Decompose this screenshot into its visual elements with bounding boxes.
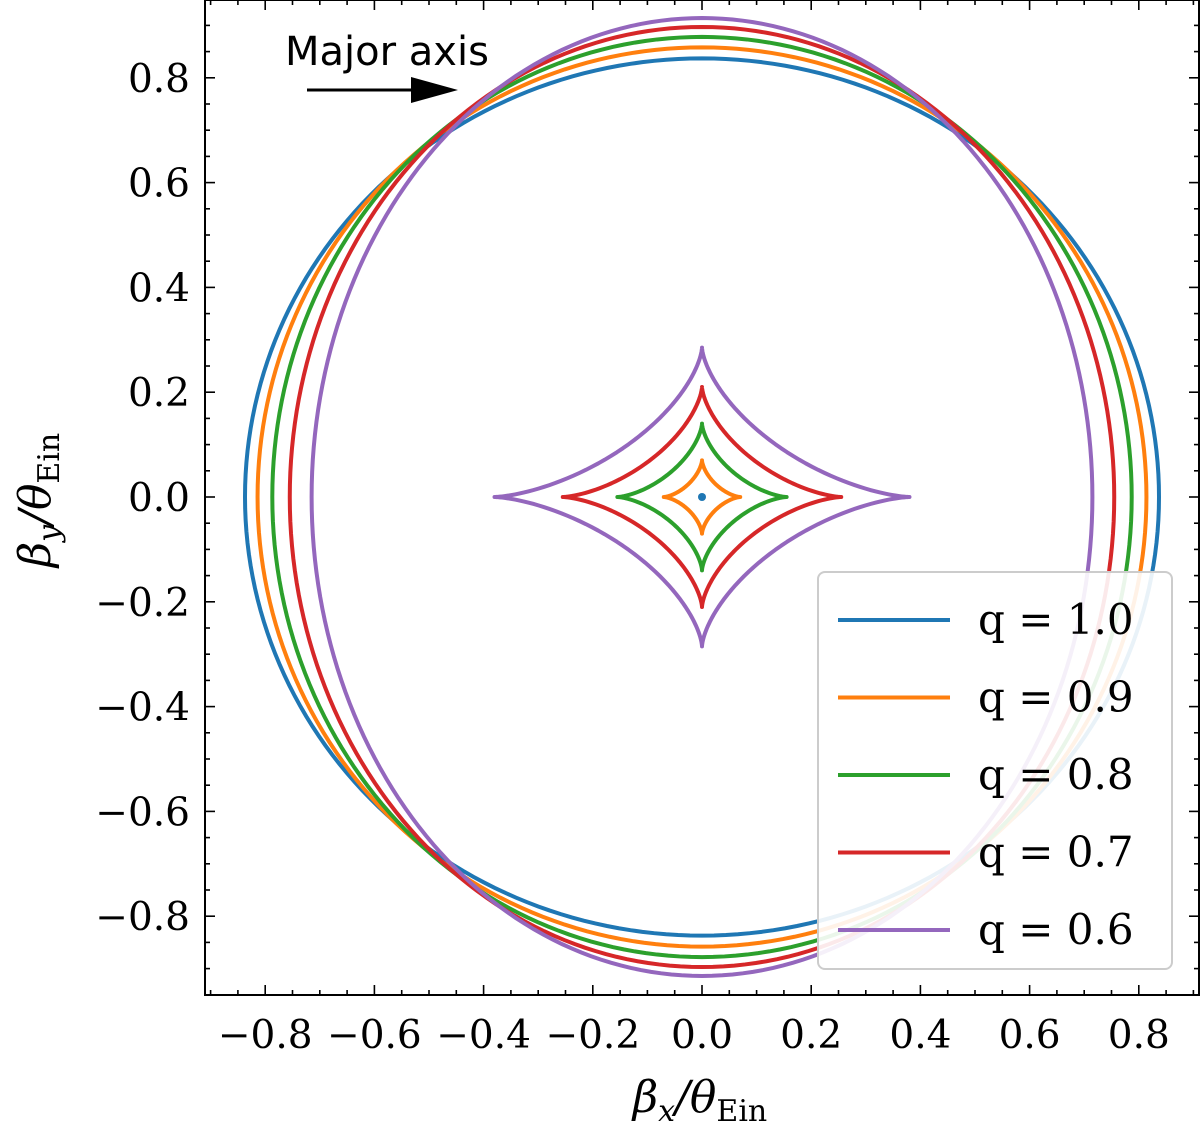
y-tick-label: −0.4	[95, 686, 190, 731]
legend: q = 1.0 q = 0.9 q = 0.8 q = 0.7 q = 0.6	[817, 571, 1173, 970]
x-tick-label: −0.8	[218, 1013, 313, 1058]
legend-box	[817, 571, 1173, 970]
y-tick-label: 0.2	[128, 371, 190, 416]
legend-label-q-0-9: q = 0.9	[978, 673, 1134, 722]
x-tick-label: −0.4	[436, 1013, 531, 1058]
astroid-q-0-9	[661, 458, 743, 536]
legend-label-q-0-6: q = 0.6	[978, 905, 1134, 954]
major-axis-arrow-head	[411, 77, 458, 103]
axis-ticks	[205, 0, 1199, 996]
y-tick-label: −0.6	[95, 790, 190, 835]
y-tick-labels: −0.8 −0.6 −0.4 −0.2 0.0 0.2 0.4 0.6 0.8	[95, 57, 190, 940]
x-tick-label: 0.6	[999, 1013, 1061, 1058]
y-tick-label: 0.6	[128, 162, 190, 207]
astroid-q-0-8	[615, 421, 789, 573]
legend-label-q-1-0: q = 1.0	[978, 595, 1134, 644]
y-tick-label: −0.8	[95, 895, 190, 940]
y-tick-label: 0.8	[128, 57, 190, 102]
astroid-q-0-7	[560, 384, 844, 610]
y-tick-label: 0.0	[128, 476, 190, 521]
x-tick-label: 0.0	[671, 1013, 733, 1058]
major-axis-label: Major axis	[285, 29, 489, 75]
y-axis-label: βy/θEin	[10, 433, 67, 570]
x-tick-label: −0.6	[327, 1013, 422, 1058]
legend-label-q-0-8: q = 0.8	[978, 750, 1134, 799]
x-tick-label: 0.2	[780, 1013, 842, 1058]
point-q-1-0	[698, 493, 706, 501]
x-tick-label: 0.4	[889, 1013, 951, 1058]
x-tick-label: −0.2	[545, 1013, 640, 1058]
x-axis-label: βx/θEin	[631, 1072, 768, 1129]
y-tick-label: 0.4	[128, 266, 190, 311]
x-tick-labels: −0.8 −0.6 −0.4 −0.2 0.0 0.2 0.4 0.6 0.8	[218, 1013, 1170, 1058]
major-axis-annotation: Major axis	[285, 29, 489, 103]
x-tick-label: 0.8	[1108, 1013, 1170, 1058]
y-tick-label: −0.2	[95, 581, 190, 626]
astroid-q-0-6	[492, 345, 912, 649]
legend-label-q-0-7: q = 0.7	[978, 828, 1134, 877]
